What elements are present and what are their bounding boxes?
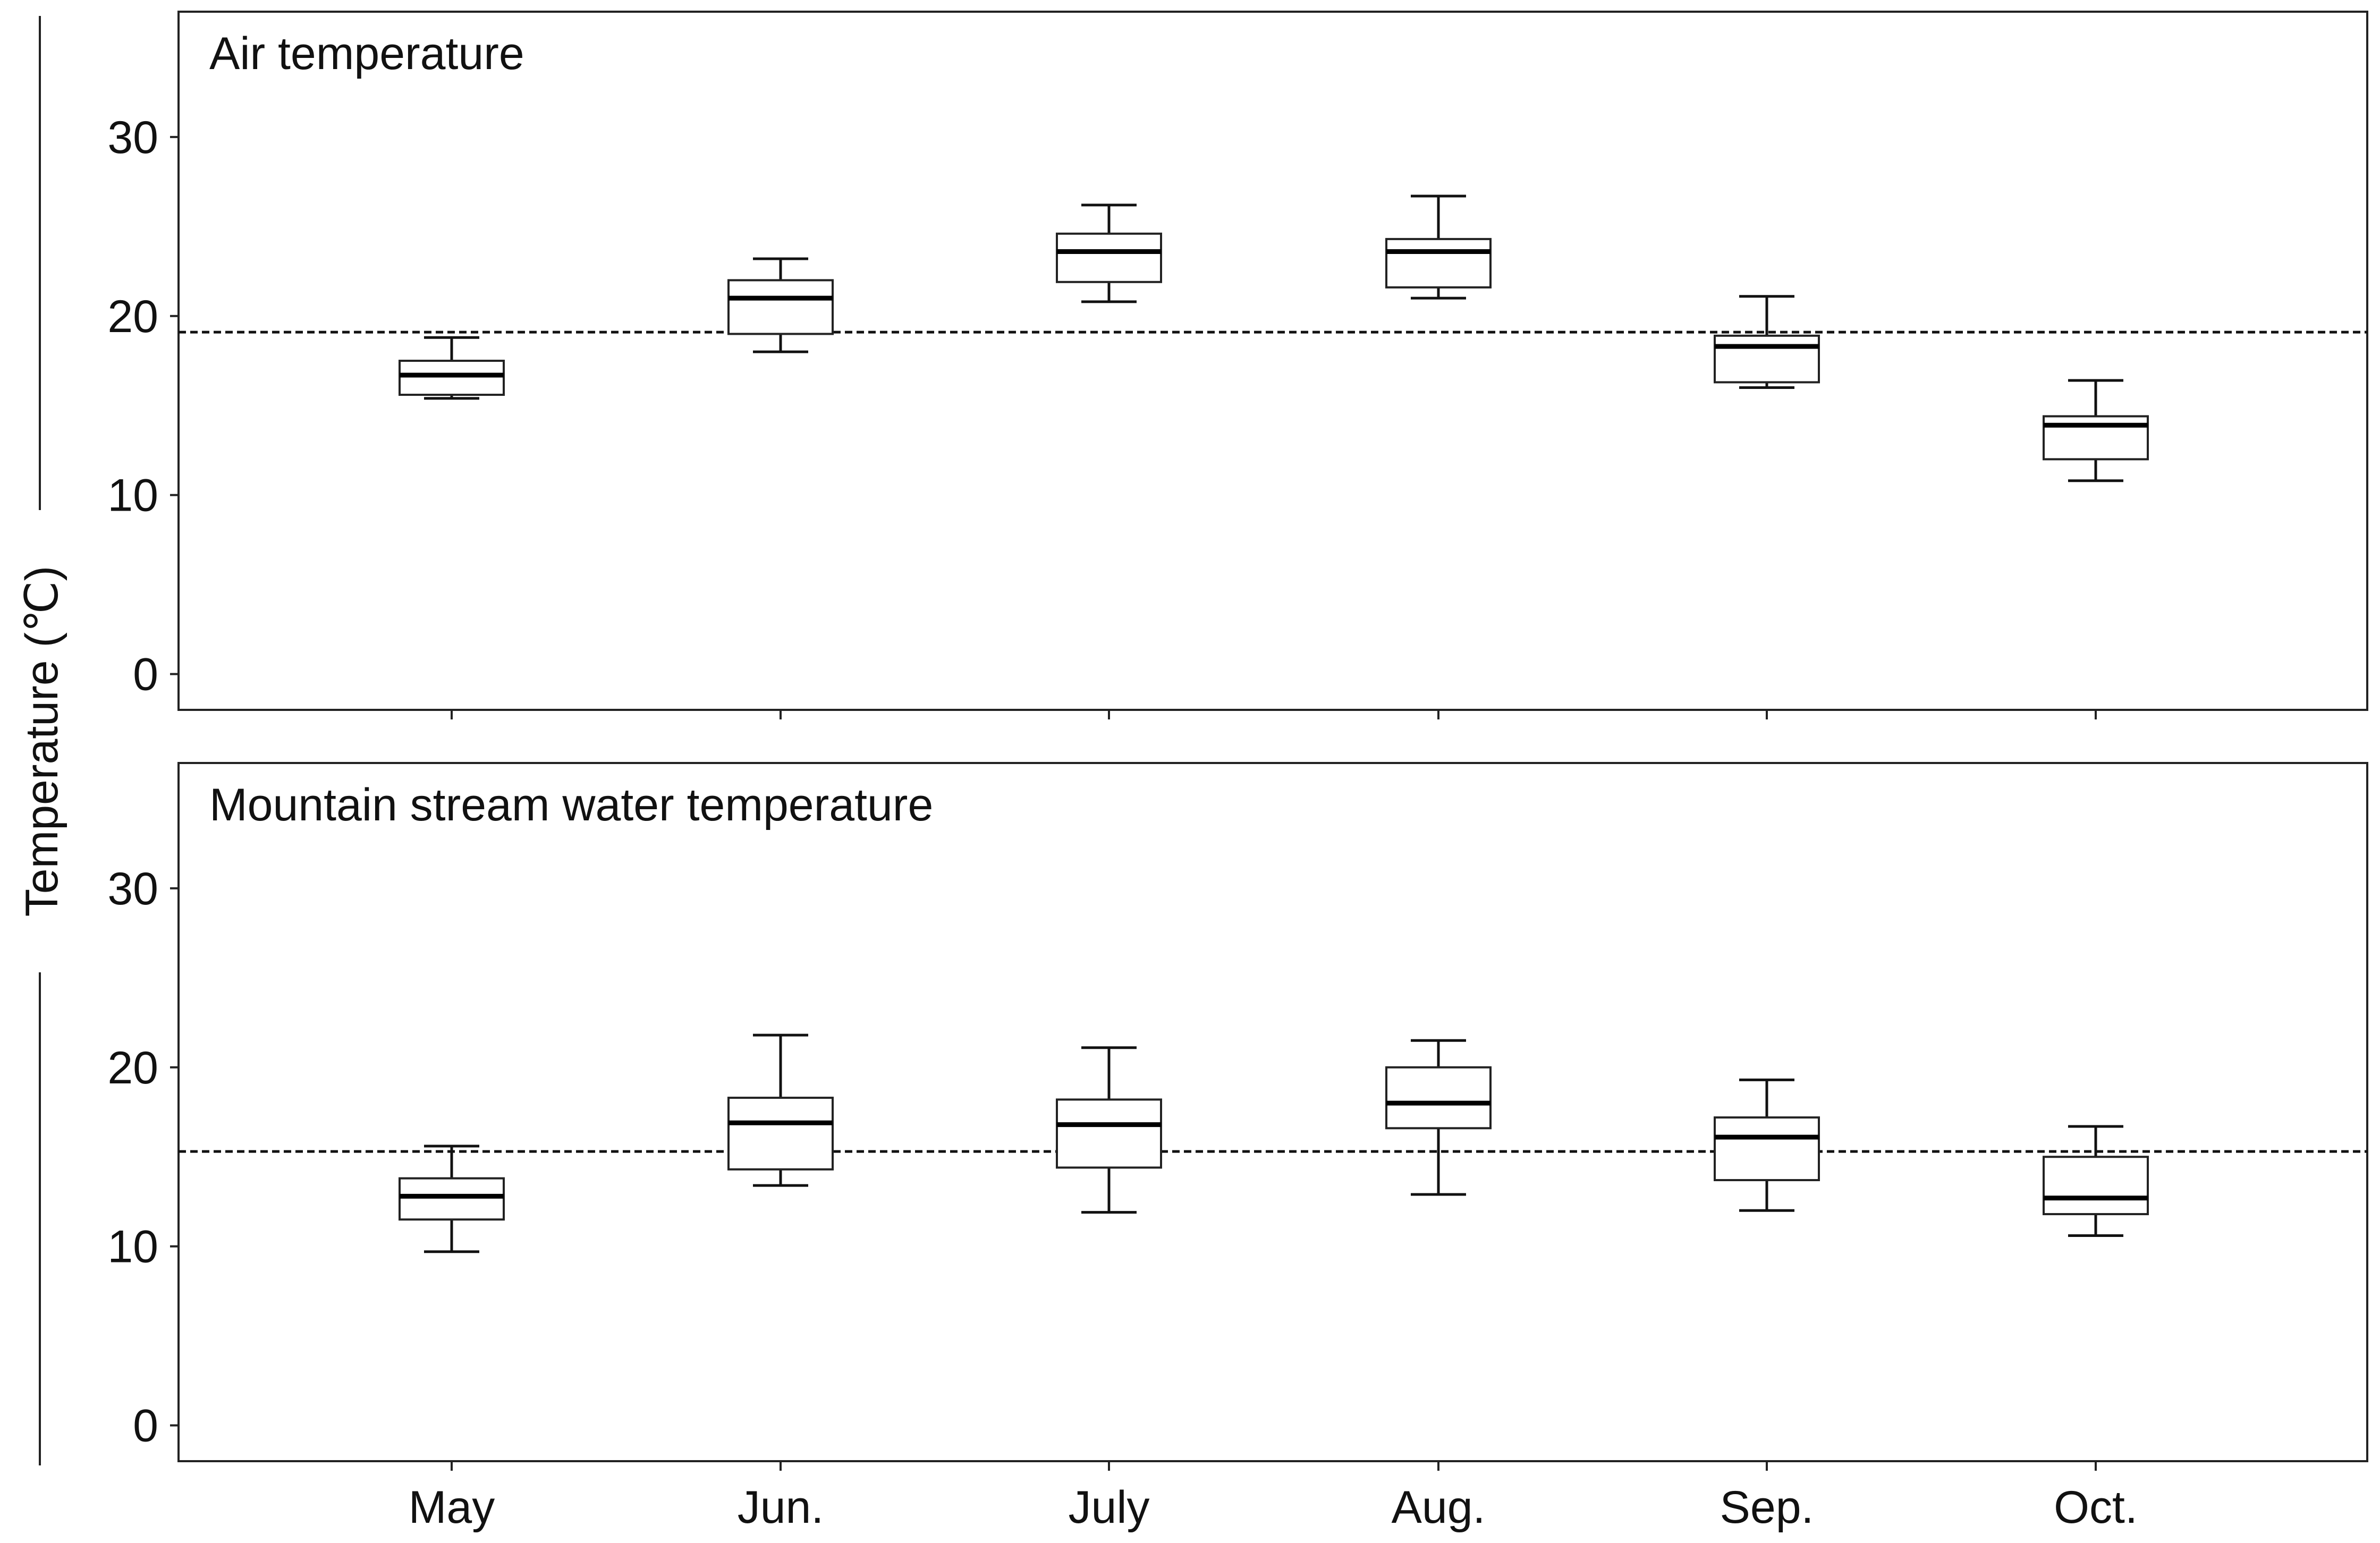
box-iqr <box>727 279 834 335</box>
x-category-label: July <box>1069 1482 1150 1533</box>
box-iqr <box>1056 1098 1162 1169</box>
x-category-label: May <box>409 1482 495 1533</box>
y-tick-label: 0 <box>133 1401 158 1452</box>
box-Oct. <box>2043 1125 2149 1237</box>
box-iqr <box>2043 415 2149 461</box>
y-tick-label: 0 <box>133 649 158 700</box>
box-iqr <box>2043 1156 2149 1216</box>
box-iqr <box>1385 1066 1492 1130</box>
box-iqr <box>1714 1116 1820 1182</box>
y-axis-title: Temperature (℃) <box>16 566 67 917</box>
box-July <box>1056 1046 1162 1214</box>
y-tick-label: 20 <box>107 291 158 342</box>
panel-air-temperature: Air temperature 0 10 20 30 <box>107 11 2368 719</box>
box-Jun. <box>727 1033 834 1187</box>
box-Sep. <box>1714 295 1820 389</box>
x-category-label: Jun. <box>738 1482 824 1533</box>
x-category-label: Oct. <box>2054 1482 2138 1533</box>
x-axis-category-labels: May Jun. July Aug. Sep. Oct. <box>409 1482 2138 1533</box>
box-iqr <box>1714 334 1820 384</box>
box-May <box>399 336 505 400</box>
panel-frame <box>177 762 2368 1462</box>
y-tick-label: 30 <box>107 112 158 163</box>
panel-title: Air temperature <box>209 28 524 79</box>
y-tick-label: 10 <box>107 470 158 521</box>
y-tick-label: 20 <box>107 1042 158 1093</box>
x-category-label: Aug. <box>1392 1482 1486 1533</box>
y-tick-label: 10 <box>107 1222 158 1273</box>
box-iqr <box>399 1177 505 1221</box>
box-May <box>399 1144 505 1253</box>
box-Aug. <box>1385 1039 1492 1196</box>
panel-title: Mountain stream water temperature <box>209 779 933 830</box>
box-iqr <box>727 1097 834 1171</box>
box-Sep. <box>1714 1078 1820 1212</box>
box-iqr <box>1056 232 1162 283</box>
box-iqr <box>1385 238 1492 289</box>
box-Jun. <box>727 257 834 353</box>
box-July <box>1056 204 1162 303</box>
box-iqr <box>399 360 505 396</box>
panel-frame <box>177 11 2368 711</box>
panel-stream-water-temperature: Mountain stream water temperature 0 10 20 30 <box>107 762 2368 1471</box>
box-Aug. <box>1385 194 1492 300</box>
y-tick-label: 30 <box>107 863 158 914</box>
box-Oct. <box>2043 379 2149 482</box>
x-category-label: Sep. <box>1720 1482 1814 1533</box>
